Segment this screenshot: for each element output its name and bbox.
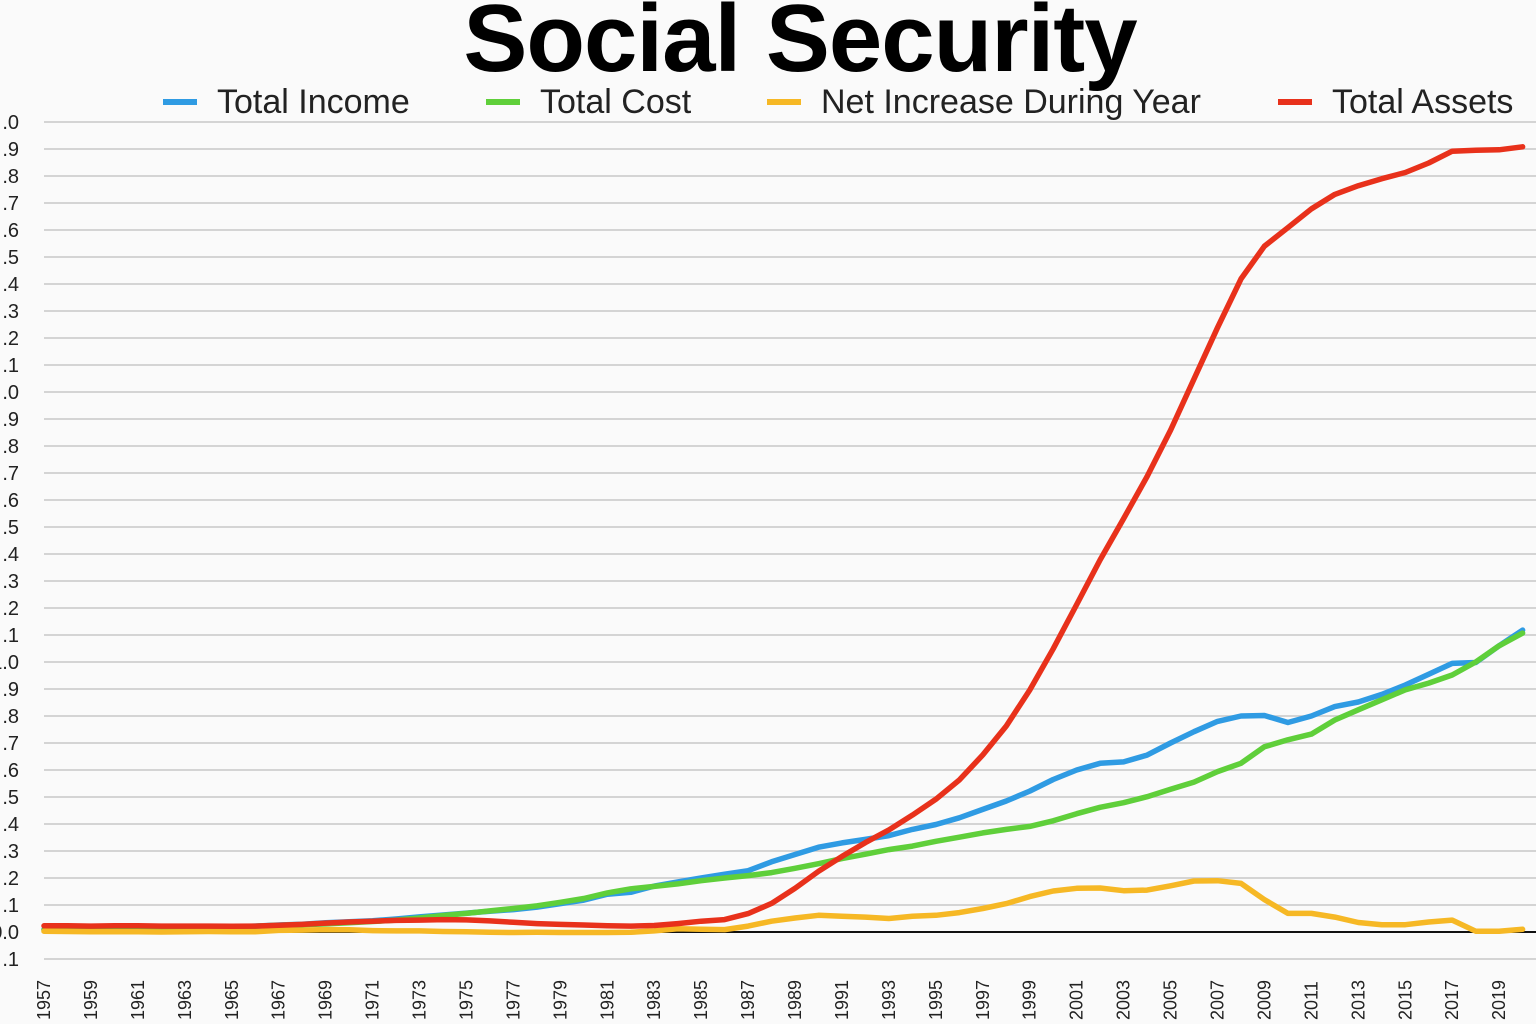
y-tick-label: .5 bbox=[2, 247, 19, 269]
y-tick-label: .4 bbox=[2, 814, 19, 836]
y-tick-label: .7 bbox=[2, 733, 19, 755]
x-tick-label: 2007 bbox=[1208, 980, 1228, 1020]
x-tick-label: 2017 bbox=[1442, 980, 1462, 1020]
y-tick-label: .6 bbox=[2, 490, 19, 512]
x-tick-label: 1971 bbox=[363, 980, 383, 1020]
x-tick-label: 1997 bbox=[973, 980, 993, 1020]
y-tick-label: .3 bbox=[2, 301, 19, 323]
y-tick-label: .8 bbox=[2, 166, 19, 188]
x-tick-label: 2005 bbox=[1161, 980, 1181, 1020]
x-tick-label: 1989 bbox=[785, 980, 805, 1020]
y-tick-label: .9 bbox=[2, 679, 19, 701]
y-tick-label: .2 bbox=[2, 598, 19, 620]
y-tick-label: .1 bbox=[2, 625, 19, 647]
y-tick-label: .6 bbox=[2, 760, 19, 782]
y-tick-label: .7 bbox=[2, 463, 19, 485]
x-tick-label: 2015 bbox=[1395, 980, 1415, 1020]
x-tick-label: 1965 bbox=[222, 980, 242, 1020]
y-tick-label: .5 bbox=[2, 517, 19, 539]
legend-label-net-increase: Net Increase During Year bbox=[821, 82, 1201, 121]
legend-label-total-assets: Total Assets bbox=[1332, 82, 1514, 121]
x-tick-label: 1967 bbox=[269, 980, 289, 1020]
legend-item-total-cost: Total Cost bbox=[486, 82, 692, 121]
y-tick-label: .0 bbox=[2, 382, 19, 404]
x-tick-label: 2009 bbox=[1254, 980, 1274, 1020]
y-tick-label: .7 bbox=[2, 193, 19, 215]
y-tick-label: .6 bbox=[2, 220, 19, 242]
series-line-total-cost bbox=[41, 630, 1526, 933]
y-tick-label: .2 bbox=[2, 328, 19, 350]
x-tick-label: 1961 bbox=[128, 980, 148, 1020]
y-tick-label: .8 bbox=[2, 706, 19, 728]
y-tick-label: .9 bbox=[2, 139, 19, 161]
y-tick-label: .2 bbox=[2, 868, 19, 890]
x-tick-label: 2001 bbox=[1067, 980, 1087, 1020]
legend-item-net-increase: Net Increase During Year bbox=[767, 82, 1201, 121]
y-tick-label: .1 bbox=[2, 949, 19, 971]
series-line-net-increase-during-year bbox=[41, 877, 1526, 936]
x-tick-label: 2019 bbox=[1489, 980, 1509, 1020]
x-tick-label: 2013 bbox=[1348, 980, 1368, 1020]
x-tick-label: 1979 bbox=[550, 980, 570, 1020]
chart-title: Social Security bbox=[463, 0, 1137, 92]
legend-swatch-total-assets bbox=[1278, 99, 1312, 105]
x-tick-label: 2011 bbox=[1301, 981, 1321, 1020]
series-line-total-assets bbox=[41, 144, 1526, 930]
y-tick-label: .9 bbox=[2, 409, 19, 431]
series-lines bbox=[41, 144, 1526, 936]
gridlines bbox=[44, 121, 1536, 960]
x-tick-label: 1981 bbox=[597, 980, 617, 1020]
x-tick-label: 1969 bbox=[316, 980, 336, 1020]
x-tick-label: 1985 bbox=[691, 980, 711, 1020]
x-tick-label: 1983 bbox=[644, 980, 664, 1020]
series-line-total-income bbox=[41, 627, 1526, 933]
legend-item-total-assets: Total Assets bbox=[1278, 82, 1514, 121]
y-tick-label: .4 bbox=[2, 274, 19, 296]
y-axis-tick-labels: .1 0.0 .1 .2 .3 .4 .5 .6 .7 .8 .9 1.0 .1 .2 .3 .4 .5 .6 .7… bbox=[0, 112, 19, 971]
x-tick-label: 2003 bbox=[1114, 980, 1134, 1020]
x-tick-label: 1959 bbox=[81, 980, 101, 1020]
y-tick-label: 0.0 bbox=[0, 922, 19, 944]
legend-swatch-total-income bbox=[163, 99, 197, 105]
x-axis-tick-labels: 1957 1959 1961 1963 1965 1967 1969 1971 1973 1975… bbox=[34, 980, 1509, 1020]
x-tick-label: 1993 bbox=[879, 980, 899, 1020]
x-tick-label: 1973 bbox=[410, 980, 430, 1020]
y-tick-label: 1.0 bbox=[0, 652, 19, 674]
x-tick-label: 1987 bbox=[738, 980, 758, 1020]
y-tick-label: .3 bbox=[2, 571, 19, 593]
x-tick-label: 1975 bbox=[456, 980, 476, 1020]
legend-label-total-cost: Total Cost bbox=[540, 82, 692, 121]
y-tick-label: .1 bbox=[2, 355, 19, 377]
x-tick-label: 1995 bbox=[926, 980, 946, 1020]
x-tick-label: 1991 bbox=[832, 980, 852, 1020]
y-tick-label: .4 bbox=[2, 544, 19, 566]
x-tick-label: 1977 bbox=[503, 980, 523, 1020]
y-tick-label: .8 bbox=[2, 436, 19, 458]
x-tick-label: 1957 bbox=[34, 980, 54, 1020]
legend-swatch-net-increase bbox=[767, 99, 801, 105]
y-tick-label: .3 bbox=[2, 841, 19, 863]
legend-swatch-total-cost bbox=[486, 99, 520, 105]
y-tick-label: .0 bbox=[2, 112, 19, 134]
x-tick-label: 1999 bbox=[1020, 980, 1040, 1020]
y-tick-label: .5 bbox=[2, 787, 19, 809]
legend-label-total-income: Total Income bbox=[217, 82, 410, 121]
x-tick-label: 1963 bbox=[175, 980, 195, 1020]
legend-item-total-income: Total Income bbox=[163, 82, 410, 121]
y-tick-label: .1 bbox=[2, 895, 19, 917]
